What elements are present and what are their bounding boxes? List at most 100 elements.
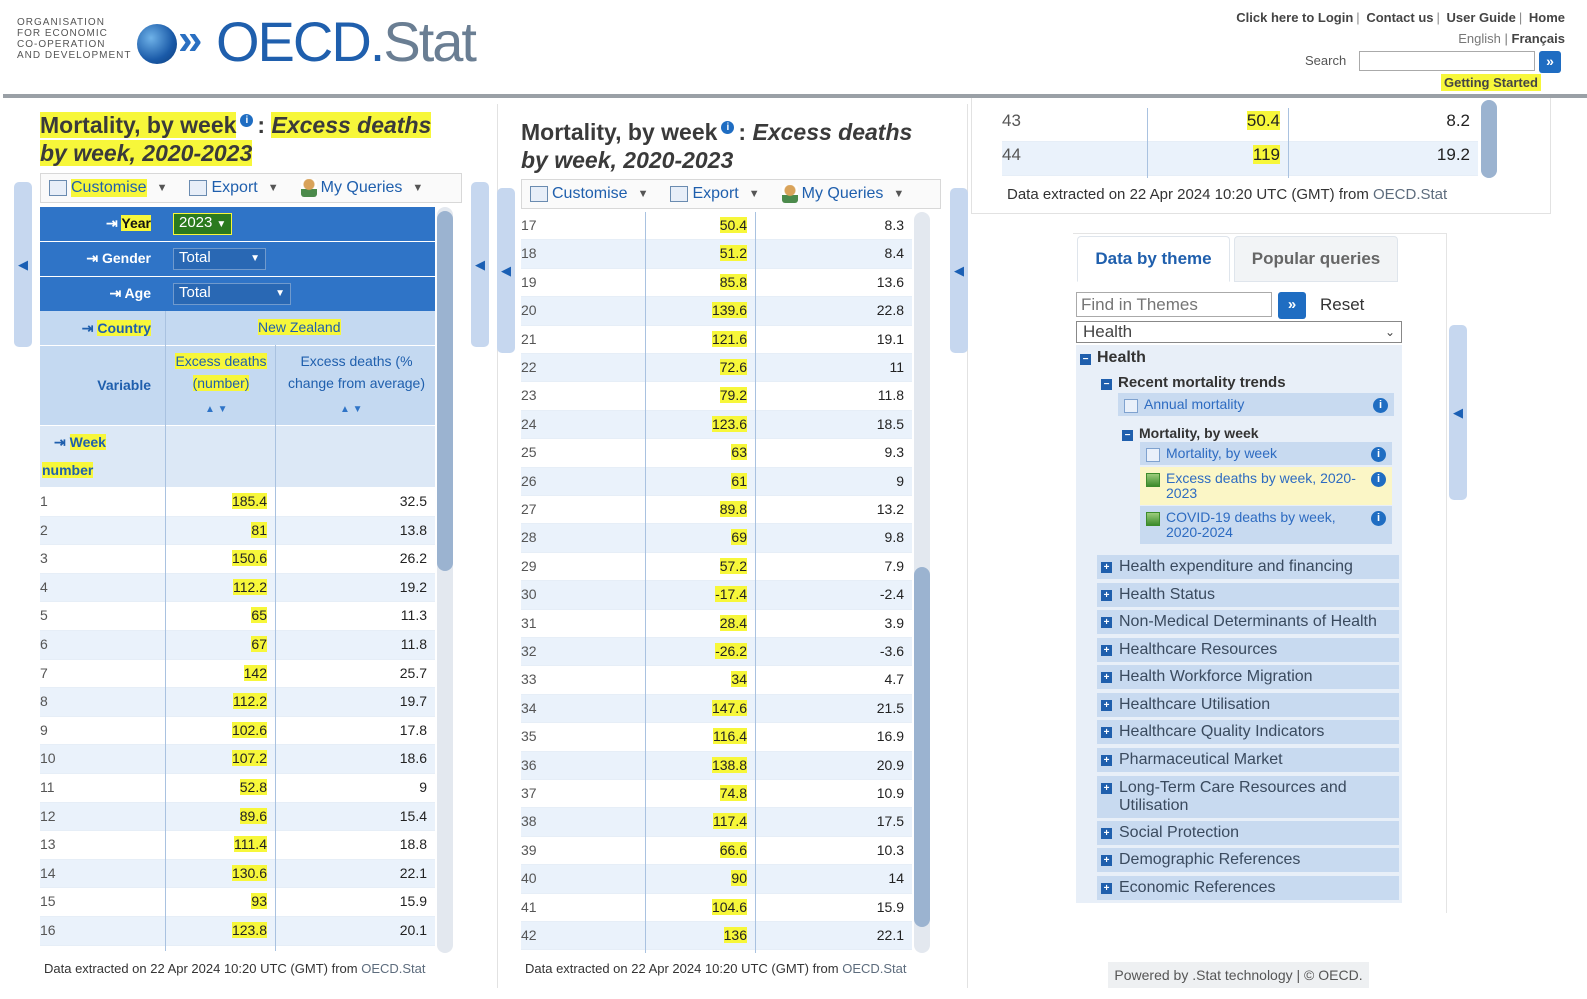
highlighted-value: 50.4 [1246, 111, 1280, 130]
chevron-down-icon: ▼ [156, 182, 168, 194]
left-scrollbar[interactable] [437, 207, 453, 953]
info-icon[interactable]: i [1371, 472, 1386, 487]
left-scroll-thumb[interactable] [437, 211, 453, 571]
week-label[interactable]: ⇥ Week [54, 434, 106, 450]
week-cell: 28 [521, 529, 537, 546]
lang-english-link[interactable]: English [1458, 31, 1501, 46]
oecd-stat-logo[interactable]: OECD.Stat [216, 12, 477, 72]
category-social-protection[interactable]: + Social Protection [1097, 821, 1399, 845]
category-quality-indicators[interactable]: + Healthcare Quality Indicators [1097, 720, 1399, 744]
info-icon[interactable]: i [1371, 511, 1386, 526]
right-scroll-thumb[interactable] [1481, 100, 1497, 178]
category-label: Healthcare Quality Indicators [1119, 723, 1325, 740]
table-row: 34 147.6 21.5 [521, 694, 912, 724]
footnote-source-link[interactable]: OECD.Stat [361, 961, 426, 976]
login-link[interactable]: Click here to Login [1236, 10, 1354, 25]
table-row: 16 123.8 20.1 [40, 917, 435, 946]
category-healthcare-resources[interactable]: + Healthcare Resources [1097, 638, 1399, 662]
dataset-title-main[interactable]: Mortality, by week [521, 119, 718, 145]
export-menu[interactable]: Export ▼ [189, 179, 279, 197]
sort-arrows-icon[interactable]: ▲ ▼ [205, 404, 228, 415]
table-row: 8 112.2 19.7 [40, 688, 435, 717]
search-go-button[interactable]: » [1539, 51, 1561, 73]
customise-menu[interactable]: Customise ▼ [530, 185, 648, 203]
tab-data-by-theme[interactable]: Data by theme [1077, 236, 1230, 282]
dataset-mortality-by-week[interactable]: Mortality, by week i [1140, 442, 1392, 465]
excess-pct-cell: 8.4 [884, 245, 904, 262]
excess-pct-cell: 10.9 [876, 785, 904, 801]
middle-scrollbar[interactable] [914, 212, 930, 953]
dataset-label: 2023 [1166, 485, 1198, 501]
var-col-excess-line: Excess deaths [175, 353, 267, 369]
sort-arrows-icon[interactable]: ▲ ▼ [340, 404, 363, 415]
dataset-excess-deaths[interactable]: Excess deaths by week, 2020- 2023 i [1140, 467, 1392, 505]
middle-toolbar: Customise ▼ Export ▼ My Queries ▼ [521, 179, 941, 209]
tree-node-recent-mortality[interactable]: − Recent mortality trends [1101, 374, 1286, 391]
dataset-checkbox[interactable] [1124, 399, 1138, 413]
dataset-checkbox[interactable] [1146, 448, 1160, 462]
collapse-middle-right-tab[interactable]: ◀ [950, 188, 968, 353]
dataset-annual-mortality[interactable]: Annual mortality i [1118, 393, 1394, 416]
collapse-themes-tab[interactable]: ◀ [1449, 325, 1467, 500]
getting-started-link[interactable]: Getting Started [1441, 74, 1541, 91]
category-pharmaceutical-market[interactable]: + Pharmaceutical Market [1097, 748, 1399, 772]
category-non-medical[interactable]: + Non-Medical Determinants of Health [1097, 610, 1399, 634]
contact-link[interactable]: Contact us [1366, 10, 1434, 25]
info-icon[interactable]: i [1371, 447, 1386, 462]
search-input[interactable] [1359, 51, 1535, 71]
category-healthcare-utilisation[interactable]: + Healthcare Utilisation [1097, 693, 1399, 717]
theme-select[interactable]: Health ⌄ [1076, 321, 1402, 343]
tree-node-health[interactable]: − Health [1080, 349, 1146, 367]
age-label[interactable]: ⇥ Age [109, 285, 151, 301]
reset-button[interactable]: Reset [1320, 295, 1365, 314]
year-label[interactable]: ⇥ Year [106, 215, 151, 231]
footnote-source-link[interactable]: OECD.Stat [1373, 186, 1448, 203]
info-icon[interactable]: i [1373, 398, 1388, 413]
find-in-themes-input[interactable] [1076, 292, 1272, 317]
highlighted-value: 123.6 [711, 415, 747, 432]
my-queries-menu[interactable]: My Queries ▼ [781, 185, 904, 203]
tree-node-mortality-by-week[interactable]: − Mortality, by week [1122, 425, 1259, 441]
collapse-left-tab[interactable]: ◀ [14, 182, 32, 347]
gender-label[interactable]: ⇥ Gender [86, 250, 151, 266]
right-scrollbar[interactable] [1481, 100, 1497, 178]
excess-deaths-cell: 107.2 [165, 749, 267, 767]
my-queries-menu[interactable]: My Queries ▼ [300, 179, 423, 197]
tab-popular-queries[interactable]: Popular queries [1234, 236, 1398, 282]
category-health-status[interactable]: + Health Status [1097, 583, 1399, 607]
category-long-term-care[interactable]: + Long-Term Care Resources and Utilisatio… [1097, 776, 1399, 818]
collapse-left-right-tab[interactable]: ◀ [471, 182, 489, 347]
user-guide-link[interactable]: User Guide [1446, 10, 1516, 25]
find-go-button[interactable]: » [1278, 292, 1306, 319]
info-icon[interactable]: i [240, 114, 254, 127]
country-label[interactable]: ⇥ Country [81, 320, 151, 336]
export-menu[interactable]: Export ▼ [670, 185, 760, 203]
year-select[interactable]: 2023 ▼ [173, 213, 233, 235]
dataset-covid-deaths[interactable]: COVID-19 deaths by week, 2020-2024 i [1140, 506, 1392, 544]
age-select[interactable]: Total ▼ [173, 283, 291, 305]
dataset-title-main[interactable]: Mortality, by week [40, 112, 237, 138]
middle-scroll-thumb[interactable] [914, 567, 930, 927]
category-label: Economic References [1119, 879, 1276, 896]
week-cell: 36 [521, 756, 537, 773]
middle-dataset-title: Mortality, by week i: Excess deaths by we… [521, 118, 951, 174]
home-link[interactable]: Home [1528, 10, 1565, 25]
variable-label[interactable]: Variable [97, 377, 151, 393]
table-row: 14 130.6 22.1 [40, 859, 435, 889]
category-health-expenditure[interactable]: + Health expenditure and financing [1097, 555, 1399, 579]
info-icon[interactable]: i [721, 121, 735, 134]
category-label: Social Protection [1119, 824, 1240, 841]
table-row: 6 67 11.8 [40, 631, 435, 660]
category-workforce-migration[interactable]: + Health Workforce Migration [1097, 665, 1399, 689]
excess-pct-cell: 9 [896, 472, 904, 489]
lang-french-link[interactable]: Français [1511, 31, 1565, 46]
week-label-text: number [42, 462, 94, 478]
category-demographic-references[interactable]: + Demographic References [1097, 848, 1399, 872]
gender-select[interactable]: Total ▼ [173, 248, 266, 270]
collapse-middle-tab[interactable]: ◀ [497, 188, 515, 353]
footnote-source-link[interactable]: OECD.Stat [842, 961, 907, 976]
customise-menu[interactable]: Customise ▼ [49, 179, 167, 197]
highlighted-value: 112.2 [233, 693, 267, 710]
table-row: 40 90 14 [521, 865, 912, 894]
category-economic-references[interactable]: + Economic References [1097, 876, 1399, 900]
